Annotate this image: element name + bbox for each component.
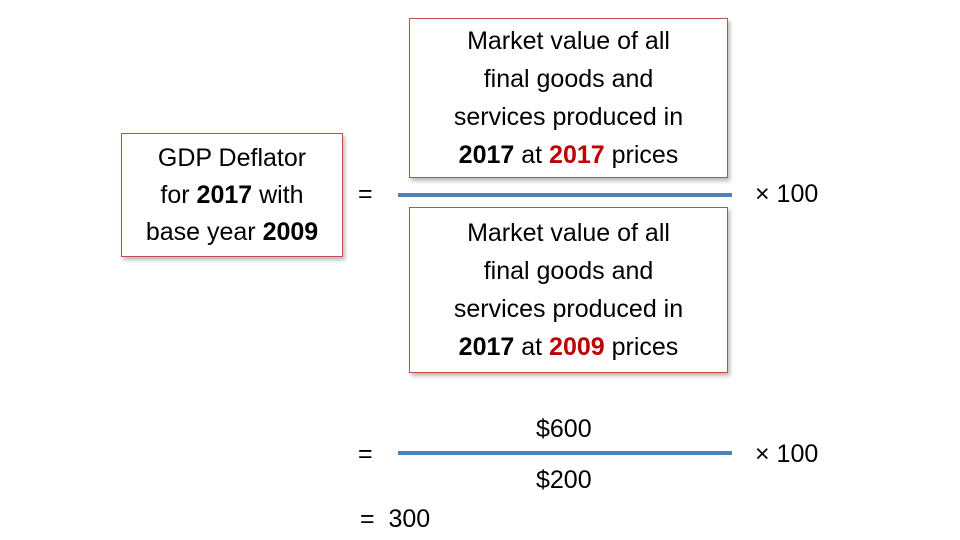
equals-sign-2: = — [358, 440, 373, 468]
denominator-line-4: 2017 at 2009 prices — [459, 328, 679, 366]
denominator-line-3: services produced in — [453, 295, 684, 323]
denominator-price-year: 2009 — [549, 333, 605, 361]
numerator-line-1: Market value of all — [467, 27, 670, 55]
left-line-3-pre: base year — [145, 217, 263, 246]
example-numerator: $600 — [536, 415, 592, 443]
left-line-3: base year 2009 — [146, 214, 318, 251]
example-denominator: $200 — [536, 466, 592, 494]
numerator-price-year: 2017 — [549, 141, 605, 169]
numerator-line-3: services produced in — [453, 103, 684, 131]
left-line-2-post: with — [252, 180, 304, 209]
left-line-2-year: 2017 — [196, 180, 253, 209]
left-line-3-year: 2009 — [262, 217, 319, 246]
numerator-year: 2017 — [458, 141, 515, 169]
denominator-at: at — [514, 333, 550, 361]
fraction-line-2 — [398, 451, 732, 455]
numerator-line-2: final goods and — [483, 65, 654, 93]
denominator-line-2: final goods and — [483, 257, 654, 285]
denominator-box: Market value of all final goods and serv… — [409, 207, 728, 373]
left-line-1: GDP Deflator — [157, 143, 307, 172]
denominator-prices: prices — [604, 333, 679, 361]
denominator-line-1: Market value of all — [467, 219, 670, 247]
result-value: = 300 — [360, 505, 431, 533]
times-100-2: × 100 — [755, 440, 819, 468]
numerator-box: Market value of all final goods and serv… — [409, 18, 728, 178]
left-line-2-pre: for — [160, 180, 197, 209]
numerator-at: at — [514, 141, 550, 169]
denominator-year: 2017 — [458, 333, 515, 361]
fraction-line-1 — [398, 193, 732, 197]
equals-sign-1: = — [358, 180, 373, 208]
gdp-deflator-label-box: GDP Deflator for 2017 with base year 200… — [121, 133, 343, 257]
numerator-prices: prices — [604, 141, 679, 169]
numerator-line-4: 2017 at 2017 prices — [459, 136, 679, 174]
times-100-1: × 100 — [755, 180, 819, 208]
left-line-2: for 2017 with — [160, 177, 303, 214]
